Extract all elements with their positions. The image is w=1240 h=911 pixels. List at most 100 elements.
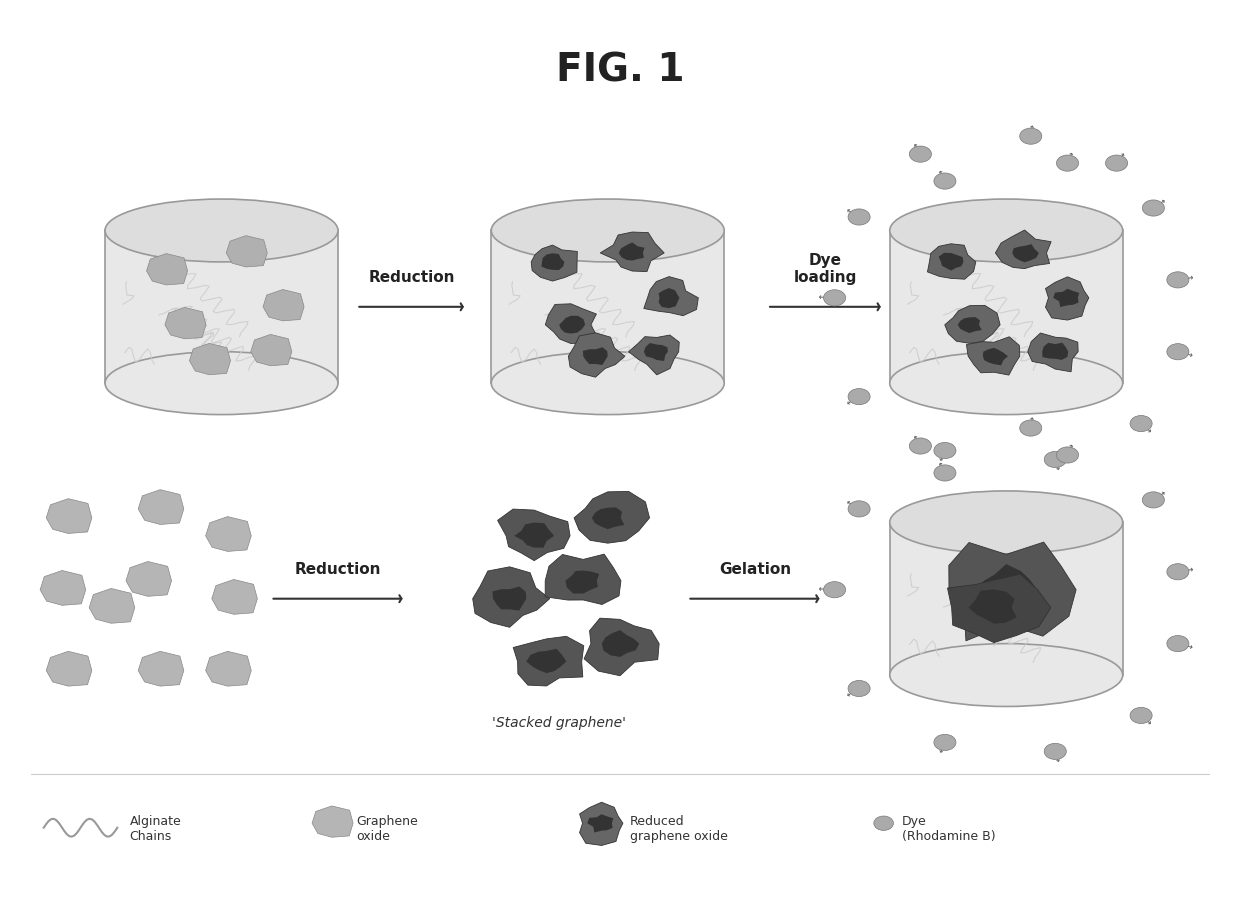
Text: Dye
loading: Dye loading bbox=[794, 252, 857, 285]
Polygon shape bbox=[559, 316, 585, 334]
Polygon shape bbox=[983, 349, 1008, 366]
Circle shape bbox=[1019, 421, 1042, 436]
Text: FIG. 1: FIG. 1 bbox=[556, 52, 684, 90]
Circle shape bbox=[848, 210, 870, 226]
Polygon shape bbox=[574, 492, 650, 544]
Polygon shape bbox=[40, 571, 86, 606]
Polygon shape bbox=[497, 509, 570, 561]
Polygon shape bbox=[1053, 290, 1079, 308]
Polygon shape bbox=[568, 333, 625, 378]
Polygon shape bbox=[312, 806, 353, 837]
Polygon shape bbox=[165, 308, 206, 340]
Circle shape bbox=[1130, 708, 1152, 723]
Text: Dye
(Rhodamine B): Dye (Rhodamine B) bbox=[901, 814, 996, 842]
Polygon shape bbox=[138, 490, 184, 525]
Circle shape bbox=[1044, 452, 1066, 468]
Circle shape bbox=[1130, 416, 1152, 432]
Polygon shape bbox=[472, 568, 549, 628]
Polygon shape bbox=[579, 803, 622, 845]
Text: Alginate
Chains: Alginate Chains bbox=[129, 814, 181, 842]
Polygon shape bbox=[957, 318, 982, 333]
Circle shape bbox=[934, 734, 956, 751]
Polygon shape bbox=[46, 651, 92, 686]
Polygon shape bbox=[1043, 343, 1068, 361]
Polygon shape bbox=[583, 348, 608, 365]
Ellipse shape bbox=[105, 200, 339, 262]
Text: Reduction: Reduction bbox=[295, 561, 381, 577]
Polygon shape bbox=[939, 253, 963, 271]
Polygon shape bbox=[588, 814, 614, 833]
Polygon shape bbox=[658, 289, 680, 309]
Ellipse shape bbox=[890, 644, 1122, 707]
Circle shape bbox=[848, 389, 870, 405]
Polygon shape bbox=[250, 335, 291, 366]
Text: Graphene
oxide: Graphene oxide bbox=[356, 814, 418, 842]
Polygon shape bbox=[546, 304, 596, 344]
Circle shape bbox=[823, 291, 846, 307]
FancyBboxPatch shape bbox=[105, 231, 339, 384]
Circle shape bbox=[1106, 156, 1127, 172]
Circle shape bbox=[823, 582, 846, 599]
Polygon shape bbox=[226, 236, 268, 268]
Circle shape bbox=[874, 816, 894, 831]
Ellipse shape bbox=[890, 200, 1122, 262]
Polygon shape bbox=[600, 233, 665, 272]
Polygon shape bbox=[146, 254, 187, 285]
Circle shape bbox=[1142, 492, 1164, 508]
Polygon shape bbox=[263, 291, 304, 322]
Polygon shape bbox=[644, 277, 698, 316]
Circle shape bbox=[848, 501, 870, 517]
Ellipse shape bbox=[491, 200, 724, 262]
Circle shape bbox=[1056, 156, 1079, 172]
FancyBboxPatch shape bbox=[890, 523, 1122, 675]
Ellipse shape bbox=[890, 353, 1122, 415]
Polygon shape bbox=[968, 589, 1017, 624]
Polygon shape bbox=[1045, 278, 1089, 321]
Polygon shape bbox=[126, 562, 171, 597]
Polygon shape bbox=[996, 230, 1052, 270]
Text: Reduction: Reduction bbox=[368, 270, 455, 285]
Circle shape bbox=[1167, 564, 1189, 580]
Polygon shape bbox=[629, 335, 680, 375]
Circle shape bbox=[1167, 272, 1189, 289]
Circle shape bbox=[934, 466, 956, 482]
Circle shape bbox=[1167, 636, 1189, 652]
FancyBboxPatch shape bbox=[491, 231, 724, 384]
Polygon shape bbox=[542, 254, 564, 271]
FancyBboxPatch shape bbox=[890, 231, 1122, 384]
Circle shape bbox=[909, 147, 931, 163]
Polygon shape bbox=[601, 630, 640, 657]
Circle shape bbox=[934, 174, 956, 190]
Polygon shape bbox=[949, 543, 1076, 641]
Circle shape bbox=[848, 681, 870, 697]
Circle shape bbox=[1142, 200, 1164, 217]
Polygon shape bbox=[492, 587, 526, 611]
Polygon shape bbox=[973, 565, 1037, 613]
Polygon shape bbox=[190, 344, 231, 375]
Polygon shape bbox=[928, 244, 976, 280]
Polygon shape bbox=[206, 517, 252, 552]
Polygon shape bbox=[46, 499, 92, 534]
Ellipse shape bbox=[105, 353, 339, 415]
Polygon shape bbox=[591, 507, 625, 529]
Circle shape bbox=[909, 438, 931, 455]
Polygon shape bbox=[515, 523, 554, 548]
Polygon shape bbox=[966, 337, 1019, 375]
Polygon shape bbox=[947, 575, 1050, 643]
Circle shape bbox=[934, 443, 956, 459]
Polygon shape bbox=[513, 637, 584, 686]
Circle shape bbox=[1056, 447, 1079, 464]
Polygon shape bbox=[945, 306, 1001, 344]
Circle shape bbox=[1019, 129, 1042, 145]
Polygon shape bbox=[644, 343, 668, 362]
Polygon shape bbox=[206, 651, 252, 686]
Polygon shape bbox=[89, 589, 135, 623]
Polygon shape bbox=[565, 571, 599, 594]
Polygon shape bbox=[531, 246, 578, 281]
Text: Gelation: Gelation bbox=[719, 561, 791, 577]
Polygon shape bbox=[1028, 333, 1078, 373]
Text: 'Stacked graphene': 'Stacked graphene' bbox=[492, 716, 626, 730]
Text: Reduced
graphene oxide: Reduced graphene oxide bbox=[630, 814, 728, 842]
Ellipse shape bbox=[491, 353, 724, 415]
Polygon shape bbox=[1012, 245, 1039, 263]
